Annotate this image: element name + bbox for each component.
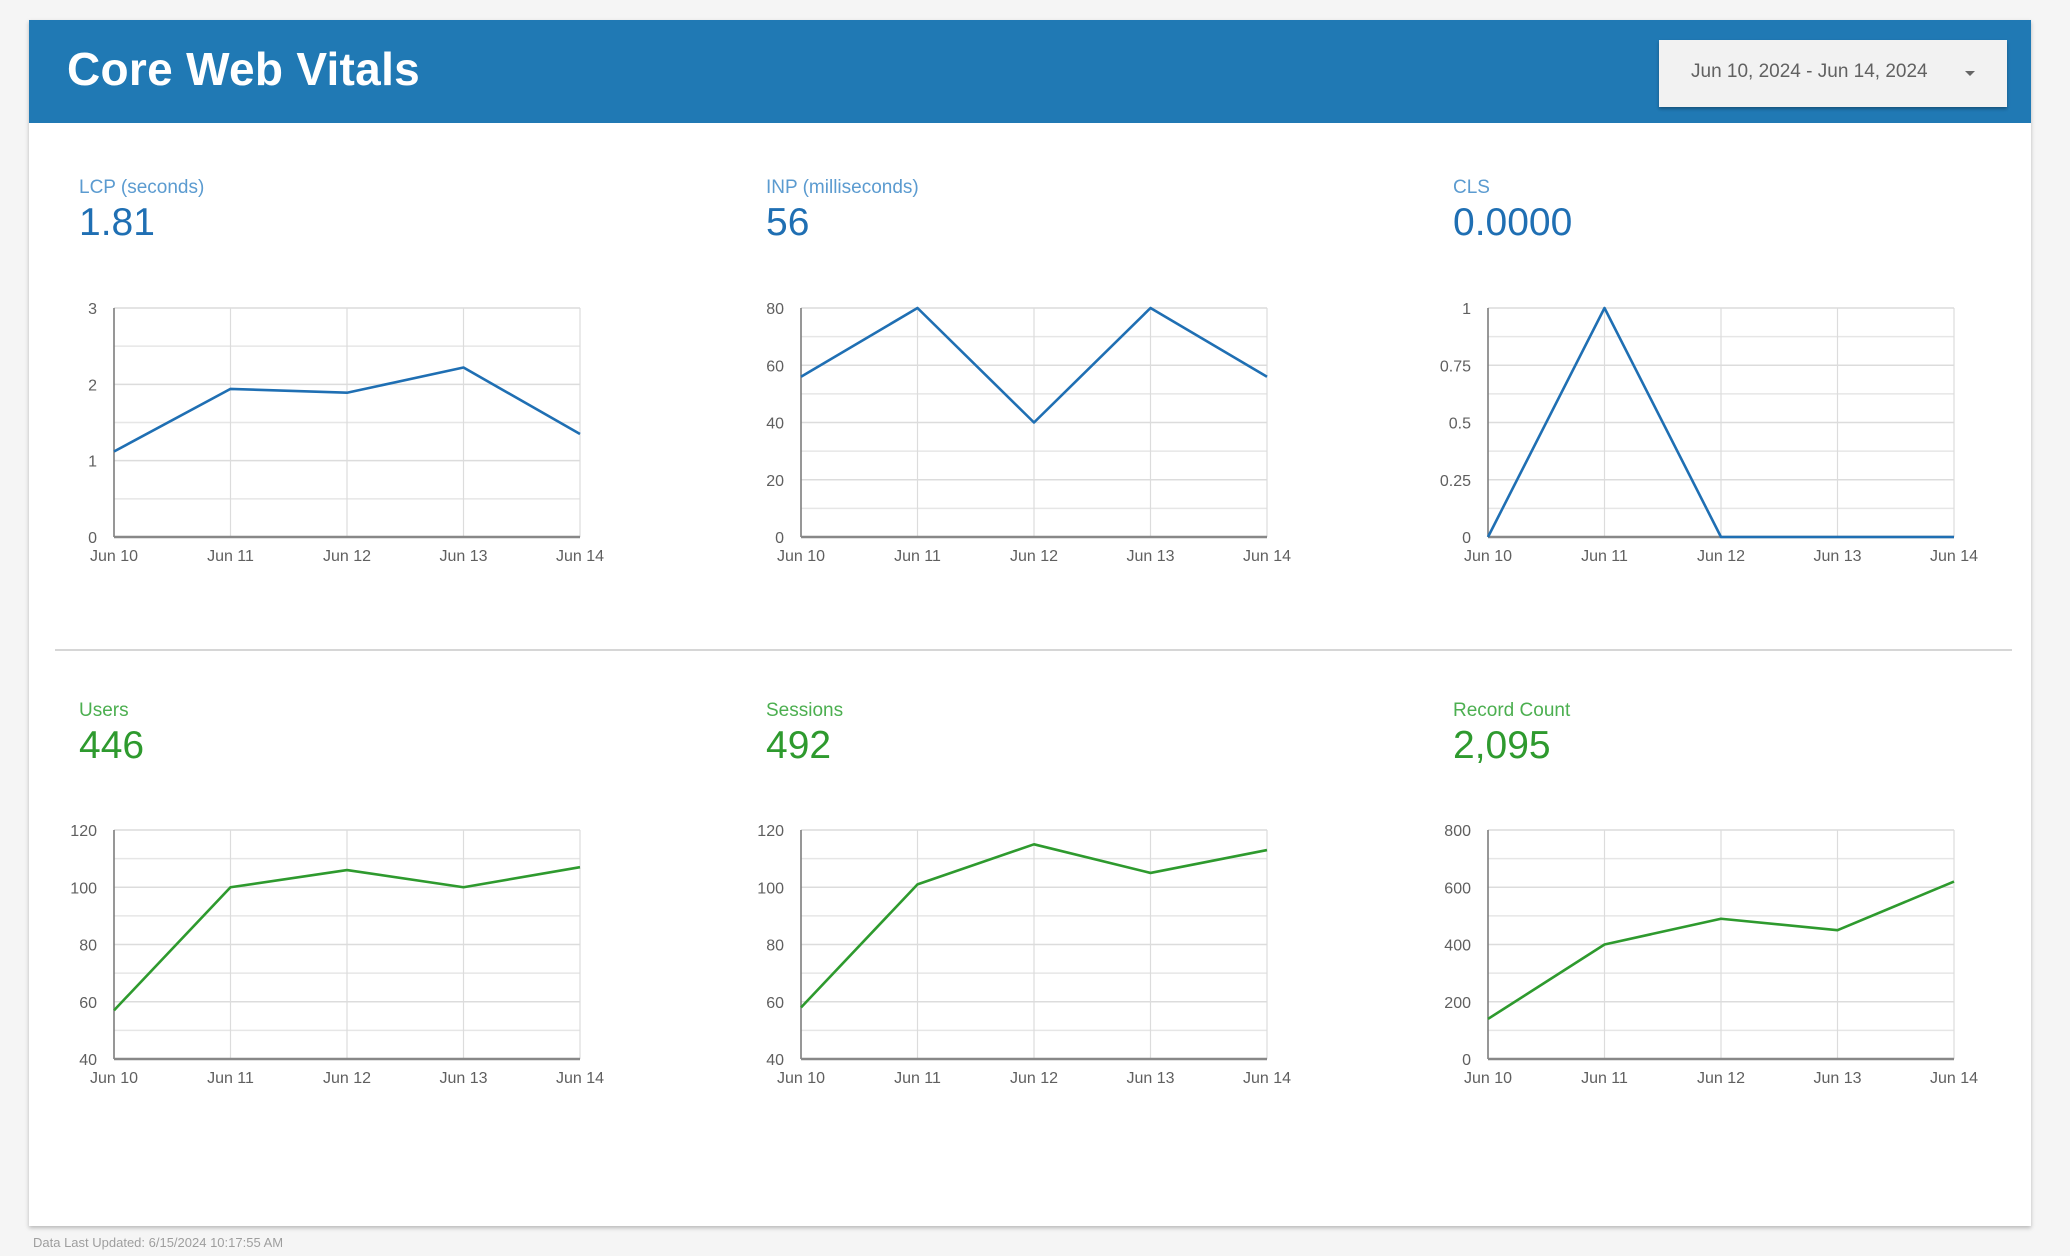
y-tick-label: 0 xyxy=(1462,1052,1471,1069)
y-tick-label: 80 xyxy=(79,938,97,955)
x-tick-label: Jun 14 xyxy=(556,1070,604,1087)
inp-chart: Jun 10 Jun 11 Jun 12 Jun 13 Jun 14 0 20 40 60 80 xyxy=(766,301,1291,565)
x-tick-label: Jun 11 xyxy=(894,548,941,565)
y-tick-label: 1 xyxy=(1462,301,1471,318)
x-tick-label: Jun 10 xyxy=(90,1070,138,1087)
section-divider xyxy=(55,649,2012,651)
x-tick-label: Jun 13 xyxy=(1813,1070,1861,1087)
y-tick-label: 600 xyxy=(1444,880,1471,897)
y-tick-label: 0 xyxy=(1462,530,1471,547)
metric-lcp: LCP (seconds) 1.81 xyxy=(79,177,204,245)
date-range-label: Jun 10, 2024 - Jun 14, 2024 xyxy=(1691,61,1928,82)
metric-value: 446 xyxy=(79,724,145,767)
y-tick-label: 200 xyxy=(1444,995,1471,1012)
metric-label: Record Count xyxy=(1453,700,1571,721)
metric-label: INP (milliseconds) xyxy=(766,177,919,198)
y-tick-label: 40 xyxy=(79,1052,97,1069)
metric-record-count: Record Count 2,095 xyxy=(1453,700,1570,768)
metric-value: 2,095 xyxy=(1453,724,1551,767)
x-tick-label: Jun 10 xyxy=(777,1070,825,1087)
cls-chart: Jun 10 Jun 11 Jun 12 Jun 13 Jun 14 0 0.25 0.5 0.… xyxy=(1440,301,1978,565)
y-tick-label: 400 xyxy=(1444,938,1471,955)
last-updated: Data Last Updated: 6/15/2024 10:17:55 AM xyxy=(33,1235,284,1250)
y-tick-label: 0 xyxy=(775,530,784,547)
y-tick-label: 2 xyxy=(88,377,97,394)
y-tick-label: 1 xyxy=(88,454,97,471)
metric-sessions: Sessions 492 xyxy=(766,700,843,768)
metric-label: Users xyxy=(79,700,129,721)
caret-down-icon xyxy=(1965,71,1975,76)
metric-value: 0.0000 xyxy=(1453,201,1573,244)
x-tick-label: Jun 13 xyxy=(439,1070,487,1087)
x-tick-label: Jun 12 xyxy=(1697,1070,1745,1087)
x-tick-label: Jun 14 xyxy=(1930,548,1978,565)
y-tick-label: 100 xyxy=(70,880,97,897)
y-tick-label: 60 xyxy=(766,358,784,375)
x-tick-label: Jun 10 xyxy=(777,548,825,565)
date-range-picker[interactable]: Jun 10, 2024 - Jun 14, 2024 xyxy=(1659,40,2007,107)
dashboard-card: Core Web Vitals Jun 10, 2024 - Jun 14, 2… xyxy=(29,20,2031,1226)
report-header: Core Web Vitals Jun 10, 2024 - Jun 14, 2… xyxy=(29,20,2031,123)
y-tick-label: 800 xyxy=(1444,823,1471,840)
y-tick-label: 20 xyxy=(766,473,784,490)
y-tick-label: 120 xyxy=(757,823,784,840)
y-tick-label: 40 xyxy=(766,1052,784,1069)
x-tick-label: Jun 12 xyxy=(1010,548,1058,565)
x-tick-label: Jun 11 xyxy=(1581,1070,1628,1087)
x-tick-label: Jun 10 xyxy=(90,548,138,565)
y-tick-label: 60 xyxy=(766,995,784,1012)
metric-label: CLS xyxy=(1453,177,1490,198)
record-count-chart: Jun 10 Jun 11 Jun 12 Jun 13 Jun 14 0 200 400 600… xyxy=(1444,823,1978,1087)
y-tick-label: 120 xyxy=(70,823,97,840)
metric-value: 1.81 xyxy=(79,201,155,244)
x-tick-label: Jun 13 xyxy=(439,548,487,565)
x-tick-label: Jun 11 xyxy=(207,1070,254,1087)
lcp-chart: Jun 10 Jun 11 Jun 12 Jun 13 Jun 14 0 1 2 3 xyxy=(88,301,604,565)
x-tick-label: Jun 13 xyxy=(1126,548,1174,565)
y-tick-label: 40 xyxy=(766,416,784,433)
x-tick-label: Jun 10 xyxy=(1464,548,1512,565)
x-tick-label: Jun 12 xyxy=(323,1070,371,1087)
x-tick-label: Jun 11 xyxy=(207,548,254,565)
metric-users: Users 446 xyxy=(79,700,144,768)
y-tick-label: 0.75 xyxy=(1440,358,1471,375)
x-tick-label: Jun 14 xyxy=(1243,548,1291,565)
y-tick-label: 0.25 xyxy=(1440,473,1471,490)
x-tick-label: Jun 14 xyxy=(1930,1070,1978,1087)
users-chart: Jun 10 Jun 11 Jun 12 Jun 13 Jun 14 40 60 80 100 1… xyxy=(70,823,604,1087)
metric-value: 492 xyxy=(766,724,832,767)
y-tick-label: 80 xyxy=(766,938,784,955)
x-tick-label: Jun 13 xyxy=(1126,1070,1174,1087)
y-tick-label: 80 xyxy=(766,301,784,318)
x-tick-label: Jun 14 xyxy=(556,548,604,565)
sessions-chart: Jun 10 Jun 11 Jun 12 Jun 13 Jun 14 40 60 80 100 1… xyxy=(757,823,1291,1087)
metric-value: 56 xyxy=(766,201,810,244)
metric-label: LCP (seconds) xyxy=(79,177,205,198)
metric-label: Sessions xyxy=(766,700,844,721)
y-tick-label: 0 xyxy=(88,530,97,547)
x-tick-label: Jun 12 xyxy=(1010,1070,1058,1087)
y-tick-label: 60 xyxy=(79,995,97,1012)
y-tick-label: 100 xyxy=(757,880,784,897)
metric-inp: INP (milliseconds) 56 xyxy=(766,177,919,245)
x-tick-label: Jun 14 xyxy=(1243,1070,1291,1087)
metric-cls: CLS 0.0000 xyxy=(1453,177,1572,245)
y-tick-label: 3 xyxy=(88,301,97,318)
page-title: Core Web Vitals xyxy=(67,43,421,95)
x-tick-label: Jun 13 xyxy=(1813,548,1861,565)
x-tick-label: Jun 11 xyxy=(1581,548,1628,565)
y-tick-label: 0.5 xyxy=(1449,416,1471,433)
x-tick-label: Jun 12 xyxy=(323,548,371,565)
x-tick-label: Jun 10 xyxy=(1464,1070,1512,1087)
x-tick-label: Jun 11 xyxy=(894,1070,941,1087)
x-tick-label: Jun 12 xyxy=(1697,548,1745,565)
